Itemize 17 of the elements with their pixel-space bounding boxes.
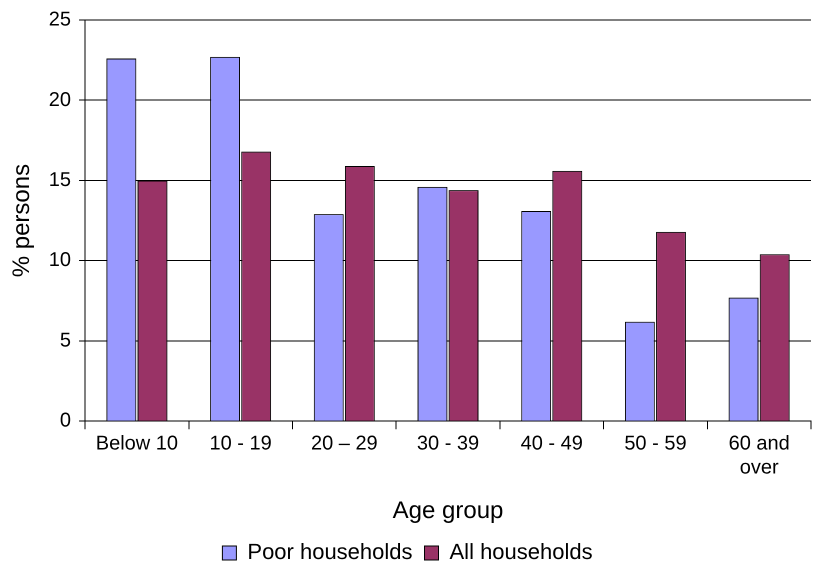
x-tick-label: Below 10 [96, 432, 178, 455]
x-tick-label: 50 - 59 [624, 432, 687, 455]
y-tick-label: 25 [48, 8, 72, 31]
x-tick-label: 30 - 39 [416, 432, 480, 455]
y-tick-label: 20 [48, 88, 72, 111]
legend-label: All households [450, 539, 593, 564]
y-axis-title: % persons [8, 164, 36, 278]
x-tick-label: 40 - 49 [520, 432, 583, 455]
y-tick-label: 5 [60, 329, 72, 352]
legend-label: Poor households [247, 539, 413, 564]
x-tick-label: 10 - 19 [209, 432, 272, 455]
y-tick-label: 0 [60, 410, 72, 432]
y-tick-label: 15 [48, 168, 72, 191]
x-tick-label: 20 – 29 [310, 432, 378, 455]
x-tick-label: 60 and over [728, 432, 790, 479]
y-tick-label: 10 [48, 249, 72, 272]
x-axis-title: Age group [392, 497, 504, 524]
